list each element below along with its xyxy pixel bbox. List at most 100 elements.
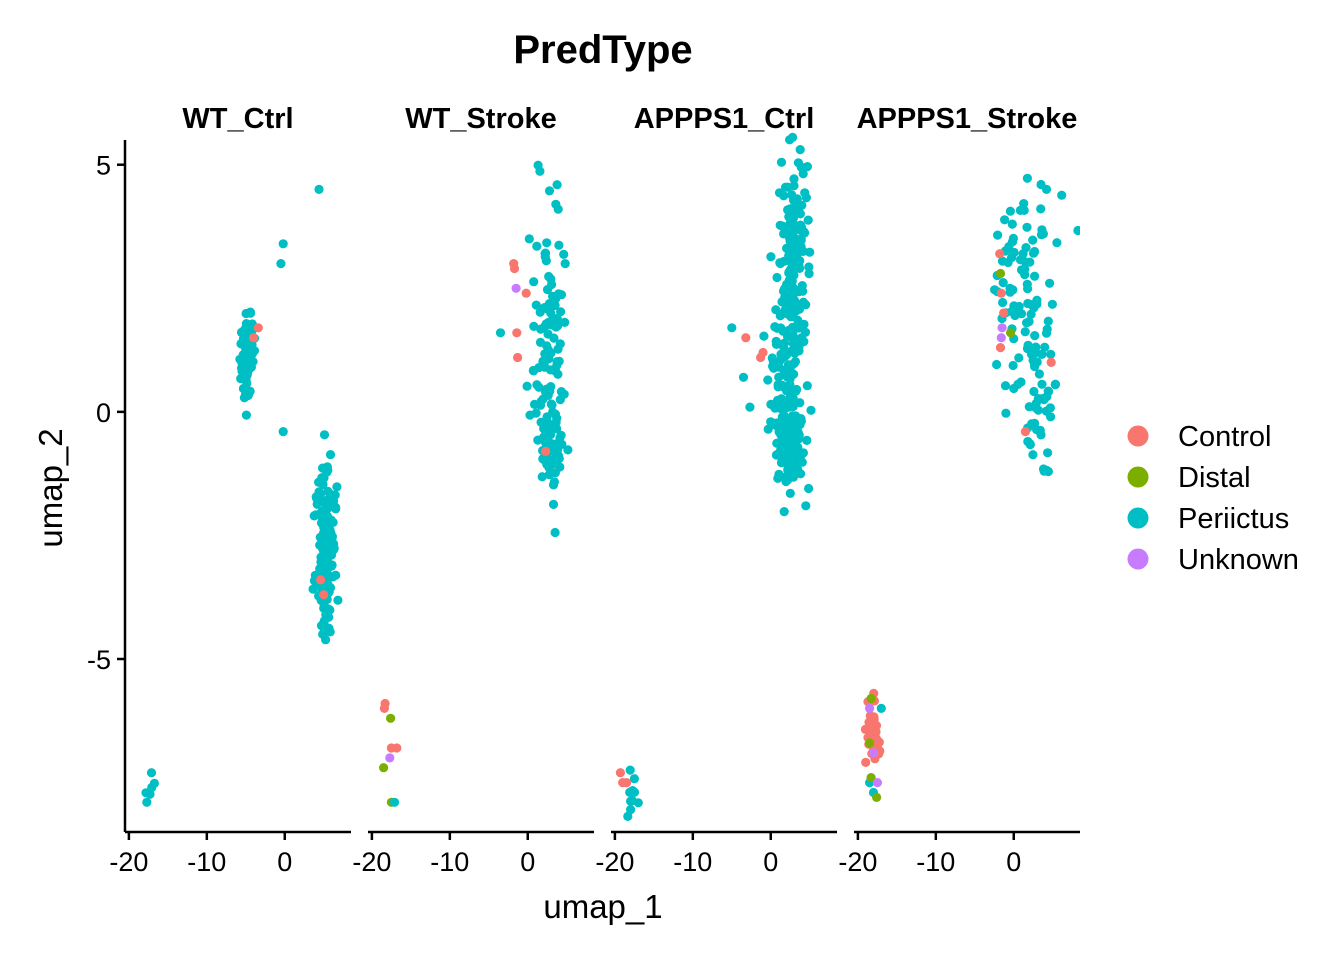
data-point-periictus	[794, 260, 804, 270]
data-point-control	[861, 757, 871, 768]
data-point-periictus	[1040, 342, 1050, 352]
data-point-periictus	[554, 356, 564, 366]
y-tick-label: 5	[96, 151, 111, 181]
data-point-distal	[379, 763, 389, 773]
legend-label-distal: Distal	[1178, 462, 1251, 494]
data-point-control	[1020, 427, 1030, 437]
x-tick-label: -20	[352, 847, 391, 877]
data-point-periictus	[1016, 265, 1027, 275]
data-point-periictus	[623, 811, 633, 822]
data-point-periictus	[1019, 205, 1029, 215]
data-point-periictus	[533, 160, 543, 170]
data-point-distal	[1006, 328, 1016, 338]
data-point-periictus	[1041, 184, 1052, 194]
data-point-periictus	[333, 595, 343, 605]
data-point-unknown	[385, 753, 395, 763]
data-point-periictus	[316, 552, 326, 562]
data-point-periictus	[245, 320, 255, 331]
x-tick-label: -10	[673, 847, 712, 877]
data-point-periictus	[773, 380, 783, 390]
data-point-periictus	[789, 174, 799, 184]
x-tick-label: -10	[430, 847, 469, 877]
data-point-periictus	[784, 330, 794, 340]
data-point-periictus	[784, 225, 794, 235]
data-point-periictus	[773, 473, 783, 483]
data-point-periictus	[1031, 347, 1041, 358]
data-point-periictus	[537, 472, 547, 482]
data-point-unknown	[511, 283, 521, 293]
data-point-periictus	[1028, 248, 1039, 258]
data-point-periictus	[1022, 222, 1032, 232]
data-point-periictus	[1023, 340, 1033, 350]
data-point-periictus	[1028, 450, 1038, 460]
data-point-periictus	[324, 623, 334, 633]
y-tick-label: -5	[87, 645, 111, 675]
data-point-periictus	[141, 788, 151, 798]
data-point-periictus	[319, 430, 330, 440]
data-point-periictus	[539, 432, 549, 442]
legend-key-control	[1127, 425, 1149, 447]
data-point-periictus	[311, 510, 321, 520]
data-point-periictus	[1036, 204, 1046, 214]
data-point-periictus	[626, 796, 636, 806]
data-point-periictus	[803, 215, 813, 225]
data-point-periictus	[495, 328, 506, 338]
data-point-periictus	[535, 400, 546, 410]
data-point-periictus	[791, 456, 801, 466]
data-point-periictus	[771, 336, 781, 346]
data-point-periictus	[774, 372, 784, 382]
data-point-periictus	[241, 410, 251, 420]
data-point-periictus	[781, 472, 791, 482]
data-point-periictus	[787, 298, 797, 309]
data-point-control	[741, 333, 751, 343]
data-point-periictus	[776, 157, 787, 167]
data-point-periictus	[795, 145, 805, 155]
data-point-periictus	[544, 438, 554, 448]
data-point-periictus	[788, 213, 799, 223]
data-point-periictus	[1039, 395, 1049, 405]
data-point-periictus	[548, 291, 558, 301]
data-point-periictus	[1014, 353, 1024, 363]
data-point-periictus	[1030, 271, 1040, 281]
data-point-periictus	[326, 561, 337, 571]
data-point-periictus	[531, 408, 541, 418]
facet-wt-ctrl: WT_Ctrl -20 -10 0 5 0 -5	[87, 103, 351, 877]
facet-points	[379, 160, 573, 807]
data-point-periictus	[1016, 309, 1027, 319]
data-point-periictus	[539, 424, 549, 434]
x-tick-label: -20	[838, 847, 877, 877]
data-point-periictus	[278, 239, 288, 249]
data-point-periictus	[550, 527, 560, 538]
data-point-periictus	[389, 797, 400, 807]
data-point-periictus	[789, 195, 799, 205]
data-point-periictus	[745, 402, 755, 412]
data-point-periictus	[1050, 379, 1060, 389]
data-point-periictus	[792, 384, 802, 395]
data-point-control	[995, 343, 1006, 353]
data-point-periictus	[542, 238, 552, 248]
data-point-periictus	[550, 409, 561, 419]
facet-wt-stroke: WT_Stroke -20 -10 0	[352, 103, 594, 877]
data-point-periictus	[766, 417, 776, 427]
data-point-periictus	[1043, 448, 1053, 458]
data-point-control	[756, 352, 766, 363]
data-point-periictus	[775, 258, 785, 268]
data-point-periictus	[997, 256, 1008, 266]
data-point-periictus	[321, 609, 331, 620]
data-point-periictus	[774, 427, 784, 437]
data-point-periictus	[1028, 235, 1038, 245]
data-point-periictus	[780, 305, 790, 315]
data-point-periictus	[778, 342, 789, 352]
data-point-periictus	[786, 346, 796, 356]
data-point-periictus	[245, 386, 255, 396]
data-point-periictus	[324, 551, 334, 561]
data-point-periictus	[795, 398, 805, 408]
data-point-periictus	[629, 774, 640, 784]
data-point-periictus	[799, 227, 809, 237]
data-point-periictus	[1045, 278, 1055, 288]
data-point-periictus	[276, 259, 286, 269]
data-point-periictus	[560, 317, 570, 327]
data-point-periictus	[1018, 249, 1028, 259]
legend-label-periictus: Periictus	[1178, 503, 1289, 535]
